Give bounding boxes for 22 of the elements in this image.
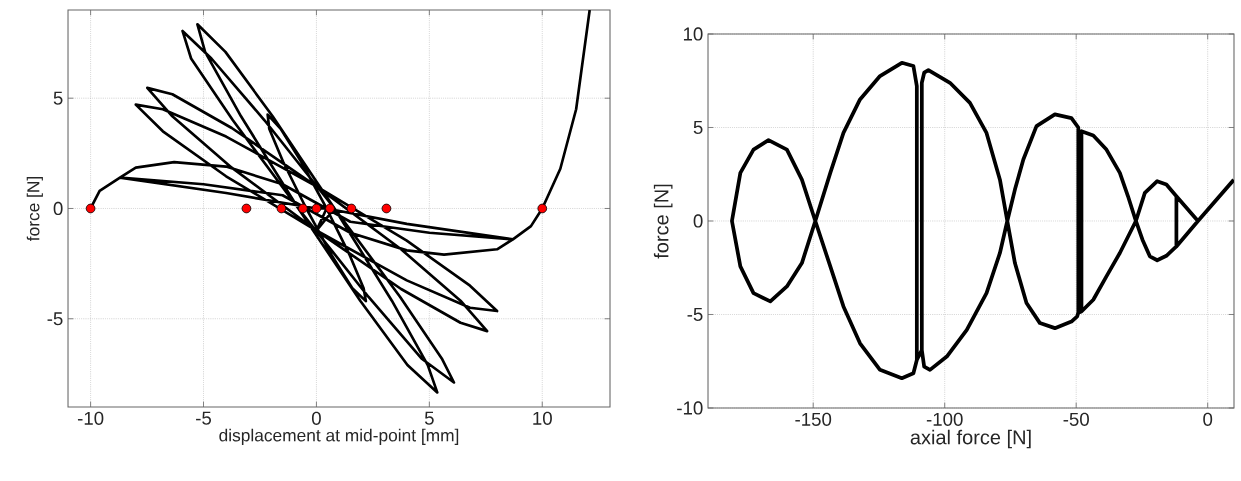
x-axis-title: displacement at mid-point [mm] bbox=[219, 428, 459, 445]
x-tick-label: -10 bbox=[77, 411, 104, 425]
y-tick-label: 5 bbox=[693, 120, 703, 135]
y-tick-label: -5 bbox=[47, 312, 63, 326]
y-tick-label: 10 bbox=[683, 27, 703, 41]
x-tick-label: 5 bbox=[424, 411, 434, 425]
y-axis-title: force [N] bbox=[26, 176, 43, 241]
x-tick-label: -5 bbox=[196, 411, 212, 425]
x-tick-label: -100 bbox=[926, 412, 963, 426]
y-tick-label: 0 bbox=[693, 214, 703, 228]
y-tick-label: -5 bbox=[687, 307, 703, 322]
y-axis-title: force [N] bbox=[653, 184, 673, 259]
x-axis-title: axial force [N] bbox=[910, 429, 1031, 449]
x-tick-label: 10 bbox=[533, 411, 552, 425]
y-tick-label: -10 bbox=[677, 401, 703, 415]
x-tick-label: -150 bbox=[795, 412, 832, 426]
x-tick-label: 0 bbox=[1203, 412, 1213, 426]
y-tick-label: 0 bbox=[53, 201, 63, 216]
line-series bbox=[730, 60, 1234, 381]
x-tick-label: -50 bbox=[1063, 412, 1089, 426]
y-tick-label: 5 bbox=[53, 91, 63, 105]
x-tick-label: 0 bbox=[311, 411, 321, 425]
